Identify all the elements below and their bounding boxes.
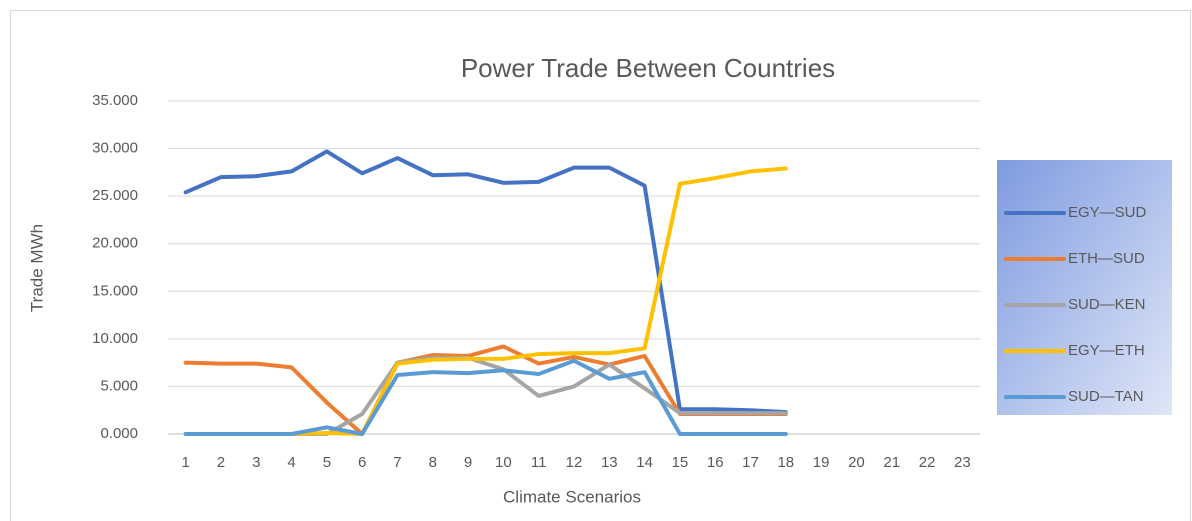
x-axis-title: Climate Scenarios	[503, 487, 641, 506]
legend-label: SUD—TAN	[1068, 388, 1144, 405]
x-tick-label: 22	[919, 454, 936, 471]
x-tick-label: 7	[393, 454, 401, 471]
x-tick-label: 13	[601, 454, 618, 471]
x-tick-label: 18	[777, 454, 794, 471]
y-axis-title: Trade MWh	[27, 224, 46, 312]
chart-title: Power Trade Between Countries	[461, 53, 835, 83]
legend: EGY—SUD ETH—SUD SUD—KEN EGY—ETH SUD—TAN	[1004, 204, 1147, 405]
y-tick-label: 0.000	[100, 425, 138, 442]
x-tick-label: 2	[217, 454, 225, 471]
y-tick-label: 5.000	[100, 377, 138, 394]
x-tick-label: 21	[883, 454, 900, 471]
x-tick-label: 16	[707, 454, 724, 471]
x-tick-label: 11	[531, 454, 547, 471]
y-tick-label: 30.000	[92, 140, 138, 157]
x-tick-label: 6	[358, 454, 366, 471]
legend-box	[997, 160, 1172, 415]
x-tick-label: 3	[252, 454, 260, 471]
y-tick-label: 15.000	[92, 282, 138, 299]
legend-label: ETH—SUD	[1068, 250, 1145, 267]
y-tick-label: 35.000	[92, 92, 138, 109]
y-tick-label: 25.000	[92, 187, 138, 204]
x-tick-label: 8	[429, 454, 437, 471]
legend-label: SUD—KEN	[1068, 296, 1146, 313]
series-line	[183, 358, 788, 436]
x-tick-label: 23	[954, 454, 971, 471]
x-tick-label: 1	[181, 454, 189, 471]
legend-label: EGY—SUD	[1068, 204, 1147, 221]
x-tick-label: 5	[323, 454, 331, 471]
x-tick-label: 4	[287, 454, 295, 471]
x-tick-label: 9	[464, 454, 472, 471]
x-tick-label: 15	[672, 454, 689, 471]
y-tick-label: 20.000	[92, 235, 138, 252]
x-tick-label: 17	[742, 454, 759, 471]
x-tick-label: 12	[566, 454, 583, 471]
lines	[183, 149, 788, 436]
legend-label: EGY—ETH	[1068, 342, 1145, 359]
series-line	[183, 149, 788, 415]
x-tick-label: 19	[813, 454, 830, 471]
x-tick-label: 14	[636, 454, 653, 471]
grid: 0.000 5.000 10.000 15.000 20.000 25.000 30.000…	[92, 92, 980, 471]
y-tick-label: 10.000	[92, 330, 138, 347]
x-tick-label: 10	[495, 454, 512, 471]
x-tick-label: 20	[848, 454, 865, 471]
